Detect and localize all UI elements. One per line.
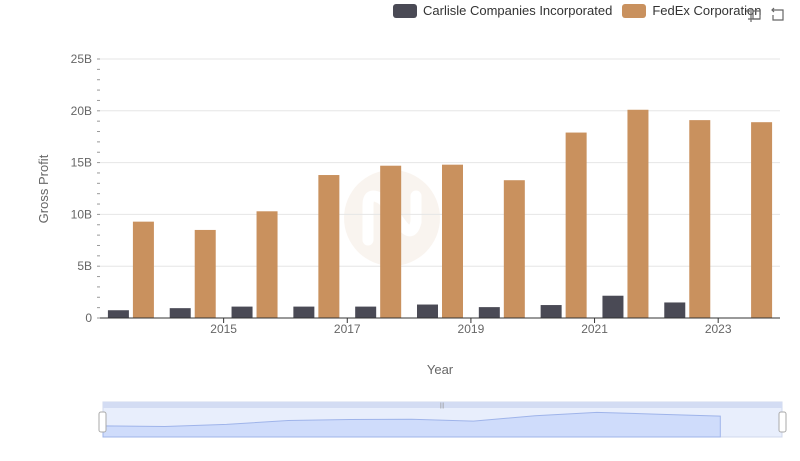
x-tick-label: 2019: [458, 322, 485, 336]
bar-fedex-2016[interactable]: [256, 211, 278, 318]
bar-carlisle-2014[interactable]: [107, 310, 129, 318]
bar-carlisle-2019[interactable]: [417, 304, 438, 318]
x-axis-label: Year: [427, 362, 454, 377]
y-tick-label: 15B: [71, 156, 92, 170]
y-tick-label: 0: [85, 311, 92, 325]
y-axis-ticks: 0 5B 10B 15B 20B 25B: [71, 52, 93, 325]
bar-fedex-2017[interactable]: [318, 175, 340, 318]
restore-icon[interactable]: [769, 5, 787, 23]
legend-item-carlisle[interactable]: Carlisle Companies Incorporated: [393, 3, 612, 18]
y-axis-label: Gross Profit: [36, 154, 51, 223]
x-tick-label: 2023: [705, 322, 732, 336]
bar-carlisle-2023[interactable]: [664, 302, 686, 318]
toolbox: [745, 5, 787, 23]
bar-carlisle-2020[interactable]: [478, 307, 500, 318]
legend-label-fedex: FedEx Corporation: [652, 3, 762, 18]
zoom-preview-area: [102, 411, 721, 438]
y-minor-ticks: [97, 58, 100, 319]
zoom-slider-top-bar[interactable]: [103, 402, 782, 408]
bar-carlisle-2015[interactable]: [169, 308, 191, 318]
legend-swatch-fedex: [622, 3, 647, 18]
bar-fedex-2021[interactable]: [565, 132, 587, 318]
bar-fedex-2023[interactable]: [689, 120, 711, 319]
bar-fedex-2018[interactable]: [380, 165, 402, 318]
bar-carlisle-2018[interactable]: [355, 306, 377, 318]
bar-fedex-2019[interactable]: [442, 164, 463, 318]
legend-item-fedex[interactable]: FedEx Corporation: [622, 3, 761, 18]
data-zoom-icon[interactable]: [745, 5, 763, 23]
legend-label-carlisle: Carlisle Companies Incorporated: [423, 3, 613, 18]
legend-swatch-carlisle: [393, 3, 417, 18]
bar-fedex-2015[interactable]: [194, 229, 216, 318]
y-tick-label: 25B: [71, 52, 92, 66]
bar-carlisle-2021[interactable]: [540, 305, 562, 318]
bar-carlisle-2016[interactable]: [231, 306, 253, 318]
legend: Carlisle Companies Incorporated FedEx Co…: [393, 3, 761, 18]
bar-fedex-2022[interactable]: [627, 109, 649, 318]
x-tick-label: 2021: [581, 322, 608, 336]
bar-carlisle-2017[interactable]: [293, 306, 315, 318]
zoom-handle-left[interactable]: [98, 411, 107, 433]
zoom-handle-right[interactable]: [778, 411, 787, 433]
y-tick-label: 20B: [71, 104, 92, 118]
y-tick-label: 10B: [71, 207, 92, 221]
bar-fedex-2014[interactable]: [132, 221, 154, 318]
bar-carlisle-2022[interactable]: [602, 295, 624, 318]
bar-fedex-2024[interactable]: [751, 122, 773, 318]
x-axis-ticks: 2015 2017 2019 2021 2023: [210, 318, 732, 336]
bars: [107, 109, 773, 319]
data-zoom-slider[interactable]: |||: [98, 401, 787, 438]
bar-fedex-2020[interactable]: [503, 180, 525, 318]
x-tick-label: 2017: [334, 322, 361, 336]
zoom-grip-icon[interactable]: |||: [440, 403, 445, 409]
x-tick-label: 2015: [210, 322, 237, 336]
y-tick-label: 5B: [77, 259, 92, 273]
